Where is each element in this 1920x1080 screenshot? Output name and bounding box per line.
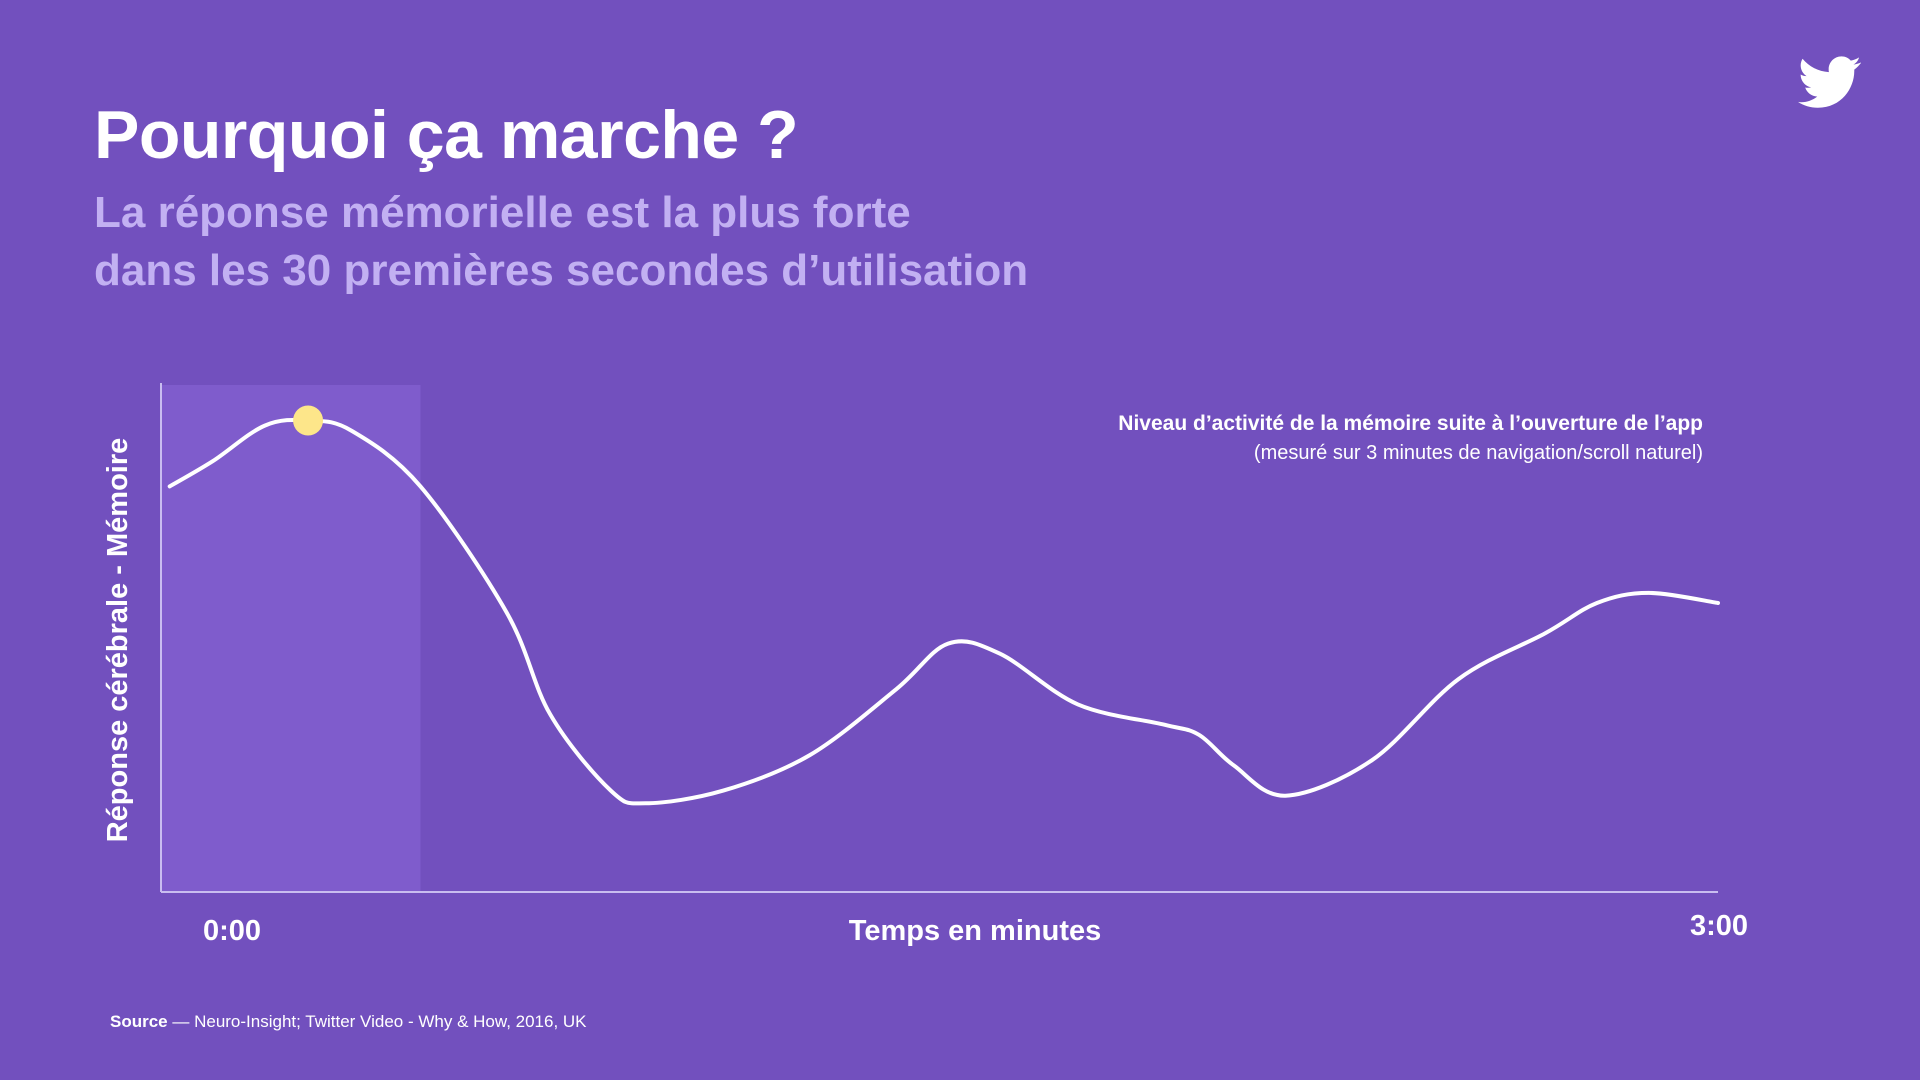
memory-activity-line (167, 417, 1720, 806)
source-label: Source (110, 1012, 168, 1031)
twitter-bird-icon (1798, 56, 1861, 108)
source-note: Source — Neuro-Insight; Twitter Video - … (110, 1012, 587, 1032)
x-tick-label-start: 0:00 (203, 915, 261, 947)
x-axis-label: Temps en minutes (849, 915, 1101, 947)
source-text: — Neuro-Insight; Twitter Video - Why & H… (167, 1012, 587, 1031)
y-axis-label: Réponse cérébrale - Mémoire (102, 438, 134, 843)
subtitle-line-1: La réponse mémorielle est la plus forte (94, 188, 911, 237)
first-30-seconds-highlight (161, 385, 421, 892)
x-tick-label-end: 3:00 (1690, 910, 1748, 942)
subtitle-line-2: dans les 30 premières secondes d’utilisa… (94, 246, 1029, 295)
page-subtitle: La réponse mémorielle est la plus forte … (94, 184, 1028, 300)
page-title: Pourquoi ça marche ? (94, 97, 799, 173)
annotation-note: (mesuré sur 3 minutes de navigation/scro… (1254, 442, 1703, 464)
annotation-title: Niveau d’activité de la mémoire suite à … (1118, 412, 1703, 435)
peak-marker (293, 405, 324, 436)
